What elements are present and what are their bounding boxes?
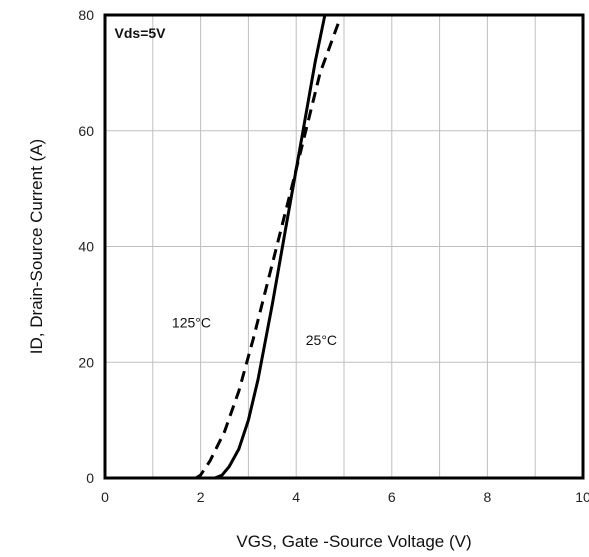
y-tick-label: 40	[78, 239, 94, 255]
plot-frame	[103, 13, 585, 480]
annotation-label: 25°C	[306, 332, 337, 348]
annotations: Vds=5V 125°C 25°C	[115, 25, 337, 348]
series-line-125c	[195, 20, 341, 480]
series-layer	[195, 14, 341, 480]
annotation-label: 125°C	[172, 315, 211, 331]
x-axis-label: VGS, Gate -Source Voltage (V)	[236, 532, 471, 551]
y-ticks: 0 20 40 60 80	[78, 7, 94, 486]
x-tick-label: 6	[388, 489, 396, 505]
y-axis-label: ID, Drain-Source Current (A)	[27, 139, 46, 354]
grid	[105, 15, 583, 478]
x-tick-label: 10	[575, 489, 589, 505]
x-tick-label: 8	[484, 489, 492, 505]
x-tick-label: 2	[197, 489, 205, 505]
x-tick-label: 0	[101, 489, 109, 505]
y-tick-label: 0	[86, 470, 94, 486]
annotation-label: Vds=5V	[115, 25, 167, 41]
x-ticks: 0 2 4 6 8 10	[101, 489, 589, 505]
x-tick-label: 4	[292, 489, 300, 505]
series-line-25c	[214, 14, 327, 480]
y-tick-label: 80	[78, 7, 94, 23]
y-tick-label: 60	[78, 123, 94, 139]
y-tick-label: 20	[78, 354, 94, 370]
